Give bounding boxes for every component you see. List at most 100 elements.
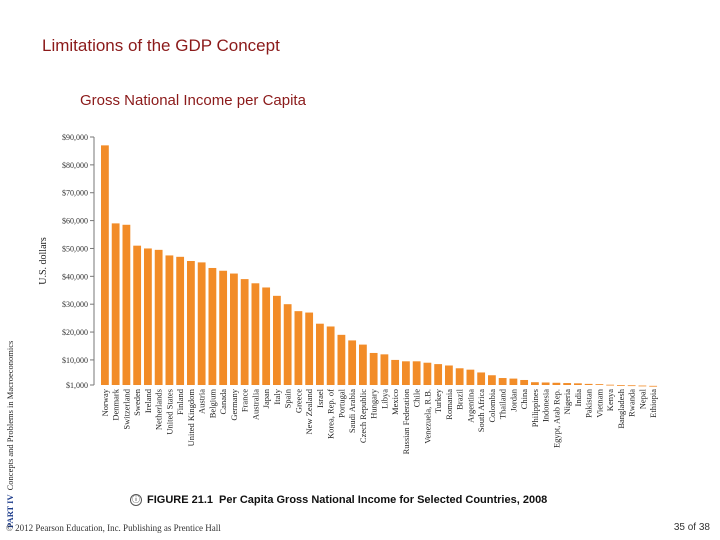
bar-colombia [488,375,496,385]
figure-caption-text: Per Capita Gross National Income for Sel… [219,494,548,506]
bars-group [101,145,658,387]
x-tick-label: Brazil [455,388,465,409]
x-tick-label: Jordan [508,388,518,411]
bar-romania [445,365,453,385]
bar-kenya [606,384,615,386]
bar-greece [294,311,303,385]
bar-japan [262,287,271,385]
copyright-notice: © 2012 Pearson Education, Inc. Publishin… [6,523,221,533]
bar-canada [219,270,228,385]
bar-france [240,279,249,385]
bar-india [574,383,582,385]
x-tick-label: Mexico [390,389,400,415]
x-tick-label: Indonesia [541,389,551,422]
x-tick-label: Kenya [605,389,615,411]
x-tick-label: Ireland [143,388,153,413]
x-tick-label: Greece [293,389,303,413]
x-tick-label: Japan [261,388,271,408]
bar-bangladesh [617,385,625,386]
bar-brazil [455,368,464,385]
bar-portugal [337,334,346,385]
x-tick-label: Ethiopia [648,389,658,418]
x-tick-label: Korea, Rep. of [326,389,336,439]
bar-italy [273,295,281,385]
x-tick-label: Saudi Arabia [347,389,357,433]
page-number: 35 of 38 [673,522,710,533]
bar-argentina [466,369,475,385]
x-tick-label: Netherlands [154,389,164,430]
bar-thailand [498,378,507,385]
y-tick-label: $20,000 [62,328,88,337]
bar-jordan [509,378,518,385]
x-tick-label: Czech Republic [358,389,368,443]
bar-germany [230,273,238,385]
y-tick-label: $40,000 [62,272,88,281]
y-tick-label: $10,000 [62,356,88,365]
x-tick-label: Bangladesh [616,388,626,428]
x-tick-label: Germany [229,388,239,420]
bar-hungary [369,352,378,385]
x-tick-label: Rwanda [627,389,637,417]
bar-korea-rep-of [326,326,335,385]
bar-mexico [391,359,400,385]
bar-austria [197,262,206,385]
bar-chile [412,361,421,385]
bar-finland [176,256,185,385]
x-tick-label: India [573,389,583,407]
y-tick-label: $70,000 [62,189,88,198]
bar-ireland [144,248,152,385]
y-tick-label: $30,000 [62,300,88,309]
x-tick-label: Venezuela, R.B. [422,389,432,444]
figure-caption: ⓘ FIGURE 21.1 Per Capita Gross National In… [130,494,548,507]
x-tick-label: Colombia [487,389,497,423]
figure-number: FIGURE 21.1 [147,494,214,506]
x-tick-label: Denmark [111,388,121,420]
x-tick-label: Australia [250,389,260,420]
slide-title: Limitations of the GDP Concept [42,36,280,55]
x-tick-label: Canada [218,389,228,415]
bar-south-africa [477,372,486,385]
x-tick-label: Spain [283,388,293,408]
y-axis-ticks: $1,000 $10,000 $20,000 $30,000 $40,000 $50,00… [62,133,94,390]
y-tick-label: $50,000 [62,244,88,253]
chart-title: Gross National Income per Capita [80,92,306,109]
x-tick-label: Chile [412,389,422,408]
x-tick-label: Turkey [433,388,443,413]
x-tick-label: Norway [100,388,110,416]
x-tick-label: Libya [379,389,389,409]
x-tick-label: New Zealand [304,388,314,434]
bar-denmark [111,223,120,385]
x-tick-label: Finland [175,388,185,415]
y-axis-label: U.S. dollars [38,237,49,285]
x-axis-labels: Norway Denmark Switzerland Sweden Ireland Net… [100,388,658,454]
x-tick-label: France [240,389,250,412]
bar-sweden [133,245,142,385]
bar-united-kingdom [187,261,195,385]
x-tick-label: Belgium [207,389,217,419]
x-tick-label: Switzerland [121,388,131,429]
bar-spain [283,304,292,385]
bar-netherlands [154,249,163,385]
bar-czech-republic [359,344,367,385]
bar-nigeria [563,383,572,385]
bar-vietnam [595,384,604,385]
info-icon[interactable]: ⓘ [130,494,142,507]
bar-indonesia [541,382,550,385]
x-tick-label: South Africa [476,389,486,432]
bar-nepal [638,385,647,387]
bar-venezuela-r-b [423,362,432,385]
bar-united-states [165,255,174,385]
bar-egypt-arab-rep [552,382,561,385]
x-tick-label: Israel [315,388,325,408]
x-tick-label: Russian Federation [401,388,411,454]
bar-pakistan [584,383,593,385]
x-tick-label: Nepal [637,388,647,409]
bar-switzerland [122,224,131,385]
x-tick-label: Sweden [132,388,142,416]
bar-ethiopia [649,385,658,387]
bar-china [520,379,529,385]
x-tick-label: China [519,389,529,410]
bar-israel [316,323,324,385]
y-tick-label: $60,000 [62,217,88,226]
